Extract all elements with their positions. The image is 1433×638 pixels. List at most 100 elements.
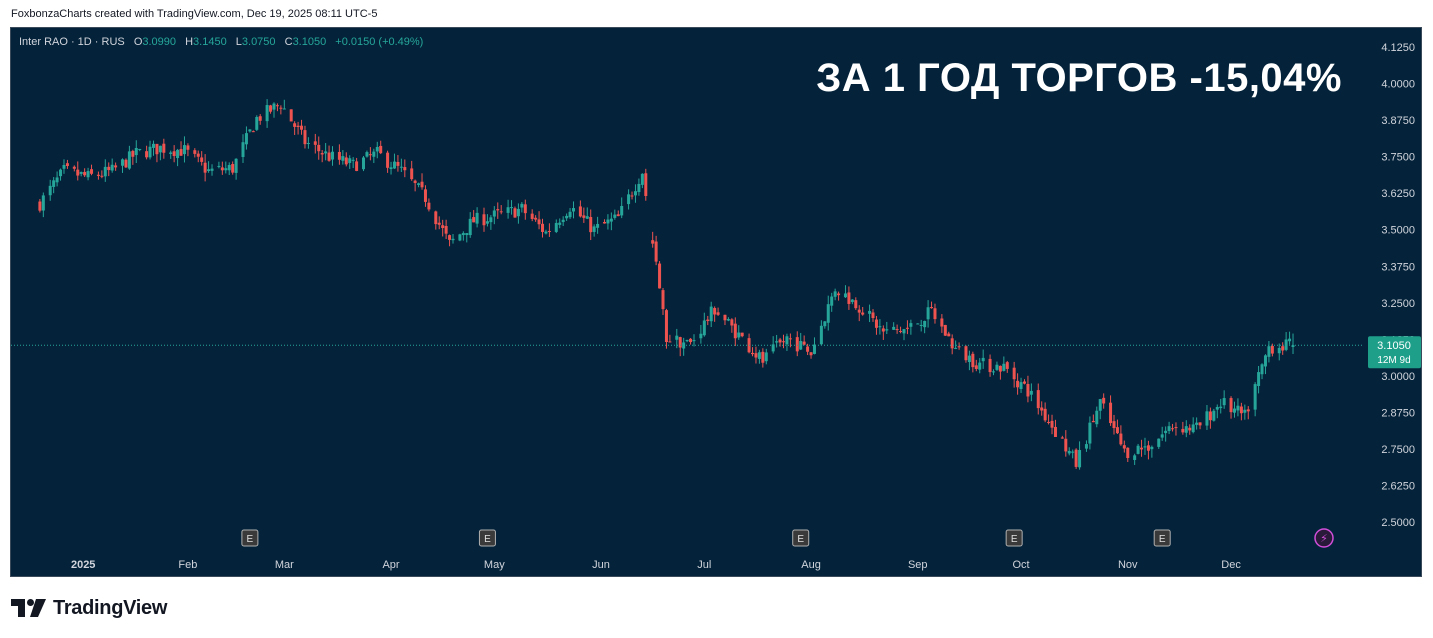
chart-panel[interactable]: 4.1250 4.0000 3.8750 3.7500 3.6250 3.5000 3.37…	[10, 27, 1422, 577]
candle-body	[812, 344, 816, 354]
earnings-marker[interactable]	[241, 529, 259, 547]
earnings-marker[interactable]	[478, 529, 496, 547]
open-label: O	[133, 36, 143, 48]
dividend-marker[interactable]	[1314, 528, 1334, 548]
candle-body	[86, 171, 90, 178]
candle-body	[52, 180, 56, 187]
close-label: C	[284, 36, 293, 48]
candle-body	[716, 312, 720, 315]
candle-body	[79, 172, 83, 174]
earnings-marker[interactable]	[792, 529, 810, 547]
candle-body	[272, 103, 276, 110]
candle-body	[930, 307, 934, 309]
candle-body	[162, 143, 166, 153]
candle-body	[706, 319, 710, 321]
candle-body	[943, 324, 947, 336]
candle-body	[699, 333, 703, 339]
candle-body	[1291, 345, 1295, 347]
high-value: 3.1450	[193, 36, 227, 48]
candle-body	[1215, 406, 1219, 410]
candle-body	[782, 341, 786, 343]
candle-body	[365, 152, 369, 157]
candle-body	[709, 306, 713, 322]
time-axis[interactable]	[11, 552, 1363, 576]
candle-body	[179, 149, 183, 156]
candle-body	[658, 263, 662, 289]
y-tick-label: 2.6250	[1381, 481, 1415, 493]
candle-body	[895, 329, 899, 331]
earnings-marker[interactable]	[1005, 529, 1023, 547]
candle-body	[317, 144, 321, 152]
candle-body	[881, 328, 885, 332]
candle-body	[300, 125, 304, 130]
candle-body	[785, 336, 789, 345]
candle-body	[499, 211, 503, 213]
candle-body	[361, 157, 365, 170]
candle-body	[220, 167, 224, 171]
candle-body	[275, 105, 279, 107]
y-tick-label: 3.2500	[1381, 298, 1415, 310]
candle-body	[723, 314, 727, 321]
y-tick-label: 3.8750	[1381, 115, 1415, 127]
candle-body	[571, 208, 575, 212]
candle-body	[861, 312, 865, 315]
candle-body	[1067, 450, 1071, 454]
candle-body	[933, 308, 937, 320]
x-tick-label: 2025	[71, 559, 95, 571]
tradingview-logo[interactable]: TradingView	[11, 597, 167, 619]
candle-body	[692, 340, 696, 342]
candle-body	[830, 296, 834, 306]
candle-body	[751, 352, 755, 355]
candle-body	[124, 159, 128, 168]
candle-body	[341, 156, 345, 161]
y-tick-label: 3.3750	[1381, 261, 1415, 273]
candle-body	[331, 151, 335, 160]
candle-body	[207, 169, 211, 172]
symbol-name[interactable]: Inter RAO · 1D · RUS	[19, 36, 125, 48]
candle-body	[313, 141, 317, 145]
candle-body	[320, 153, 324, 155]
last-price-value: 3.1050	[1377, 340, 1411, 352]
candle-body	[1222, 398, 1226, 406]
candle-body	[1284, 339, 1288, 350]
high-label: H	[185, 36, 194, 48]
candle-body	[248, 129, 252, 132]
candle-body	[255, 116, 259, 130]
candle-body	[675, 335, 679, 340]
candle-body	[158, 145, 162, 153]
candle-body	[661, 290, 665, 310]
candle-body	[110, 164, 114, 171]
candle-body	[513, 208, 517, 218]
candle-body	[1050, 420, 1054, 428]
earnings-marker[interactable]	[1153, 529, 1171, 547]
candle-body	[1267, 346, 1271, 357]
candle-body	[1167, 426, 1171, 432]
candle-body	[940, 318, 944, 327]
candle-body	[868, 310, 872, 314]
candle-body	[151, 143, 155, 148]
candle-body	[485, 221, 489, 224]
candle-body	[988, 358, 992, 373]
y-tick-label: 3.5000	[1381, 225, 1415, 237]
candle-body	[740, 332, 744, 337]
candle-body	[954, 347, 958, 349]
candle-body	[289, 109, 293, 122]
last-price-tag[interactable]	[1368, 336, 1421, 369]
candle-body	[1029, 390, 1033, 395]
candle-body	[392, 161, 396, 169]
candle-body	[48, 185, 52, 196]
candle-body	[258, 116, 262, 121]
candle-body	[819, 325, 823, 345]
candle-body	[186, 145, 190, 150]
candle-body	[293, 123, 297, 127]
candle-body	[1243, 409, 1247, 413]
candle-body	[644, 173, 648, 196]
candle-body	[537, 219, 541, 225]
candle-body	[138, 148, 142, 150]
candle-body	[1263, 355, 1267, 367]
candle-body	[306, 143, 310, 145]
candle-body	[582, 215, 586, 218]
candle-body	[1195, 422, 1199, 425]
price-axis[interactable]	[1363, 28, 1421, 576]
price-chart[interactable]: 4.1250 4.0000 3.8750 3.7500 3.6250 3.5000 3.37…	[11, 28, 1421, 576]
